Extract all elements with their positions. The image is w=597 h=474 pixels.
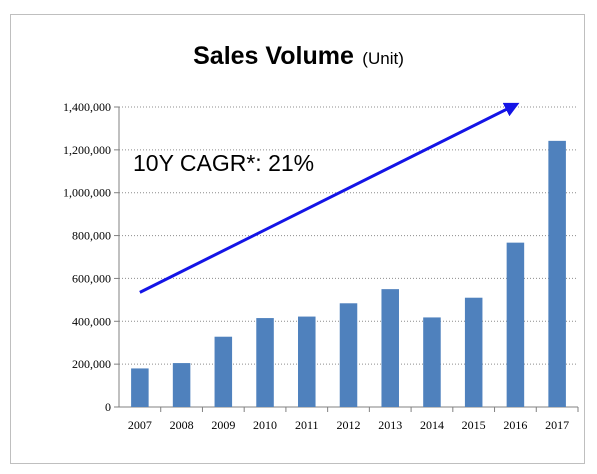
bar-2016 [506,242,525,407]
x-tick-label: 2017 [545,418,569,432]
y-tick-label: 1,000,000 [63,186,111,200]
bar-2010 [256,318,274,407]
x-tick-label: 2016 [503,418,527,432]
y-axis-tick-labels: 0 200,000 400,000 600,000 800,000 1,000,000 1,… [63,100,111,414]
y-tick-label: 600,000 [72,271,111,285]
y-tick-label: 1,400,000 [63,100,111,114]
axes [114,106,579,412]
y-tick-label: 800,000 [72,229,111,243]
chart-frame [10,14,585,464]
bar-2009 [214,336,233,407]
x-tick-label: 2015 [462,418,486,432]
x-tick-label: 2013 [378,418,402,432]
x-tick-label: 2012 [337,418,361,432]
chart-title-text: Sales Volume [193,42,354,70]
x-tick-label: 2008 [170,418,194,432]
bar-2008 [172,363,191,407]
y-tick-label: 200,000 [72,357,111,371]
chart-title: Sales Volume (Unit) [0,42,597,71]
bars [131,140,566,407]
bar-2007 [131,368,149,407]
bar-2014 [423,317,441,407]
x-tick-label: 2009 [211,418,235,432]
y-tick-label: 400,000 [72,314,111,328]
x-tick-label: 2007 [128,418,152,432]
trend-arrow [139,102,520,294]
y-tick-label: 0 [105,400,111,414]
bar-2015 [464,297,483,407]
x-tick-label: 2010 [253,418,277,432]
y-tick-label: 1,200,000 [63,143,111,157]
bar-2017 [548,140,566,407]
chart-title-unit: (Unit) [362,49,404,68]
x-axis-tick-labels: 2007 2008 2009 2010 2011 2012 2013 2014 2015 2016… [128,418,569,432]
x-tick-label: 2011 [295,418,319,432]
x-tick-label: 2014 [420,418,444,432]
bar-2012 [339,303,358,407]
cagr-annotation: 10Y CAGR*: 21% [133,102,520,294]
cagr-label: 10Y CAGR*: 21% [133,150,314,176]
bar-2011 [298,316,316,407]
bar-2013 [381,289,399,407]
